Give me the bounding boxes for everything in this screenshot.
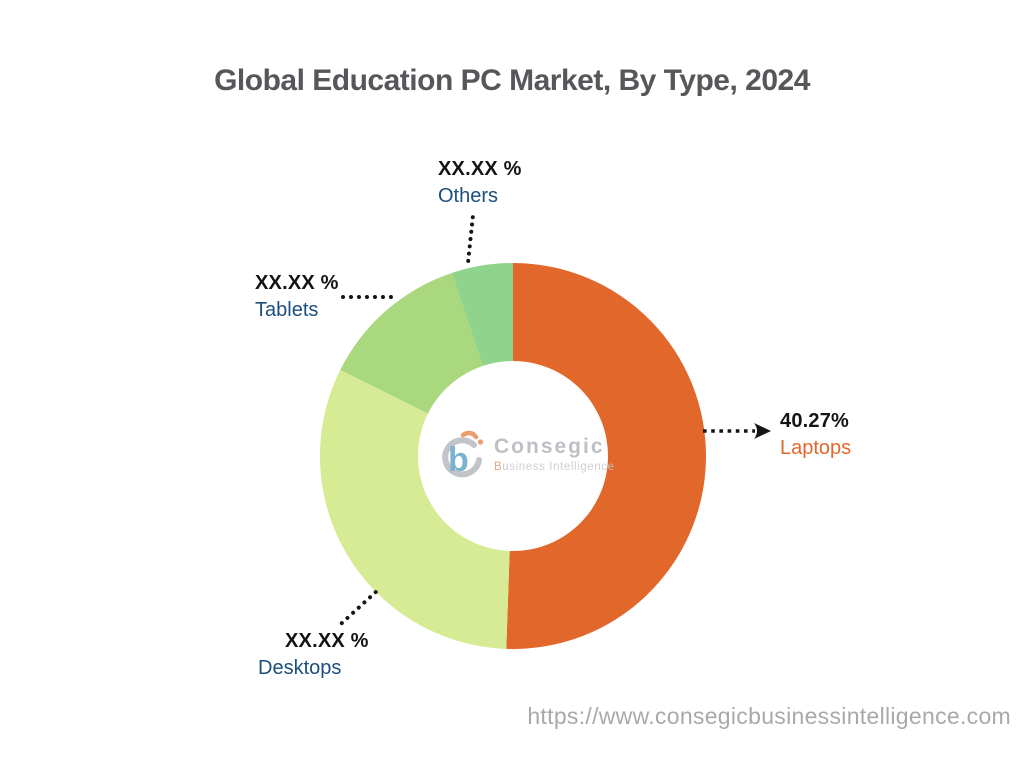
tablets-label: Tablets [255,299,319,321]
laptops-leader-arrow [703,423,771,439]
donut-chart [320,263,706,649]
callout-tablets: XX.XX % Tablets [255,272,339,321]
callout-others: XX.XX % Others [438,158,522,207]
laptops-value: 40.27% [780,410,850,432]
donut-segment-others [451,263,513,366]
callout-desktops: XX.XX % Desktops [258,630,369,679]
laptops-label: Laptops [780,437,852,459]
callout-laptops: 40.27% Laptops [780,410,851,459]
donut-segment-laptops [506,263,706,649]
desktops-value: XX.XX % [285,630,369,652]
donut-segment-desktops [320,369,510,649]
website-url: https://www.consegicbusinessintelligence… [527,703,1011,729]
others-label: Others [438,185,499,207]
donut-segment-tablets [340,272,483,414]
tablets-value: XX.XX % [255,272,339,294]
tablets-leader-line [341,295,393,299]
desktops-label: Desktops [258,657,342,679]
others-value: XX.XX % [438,158,522,180]
chart-title: Global Education PC Market, By Type, 202… [214,64,810,97]
others-leader-line [465,215,475,264]
